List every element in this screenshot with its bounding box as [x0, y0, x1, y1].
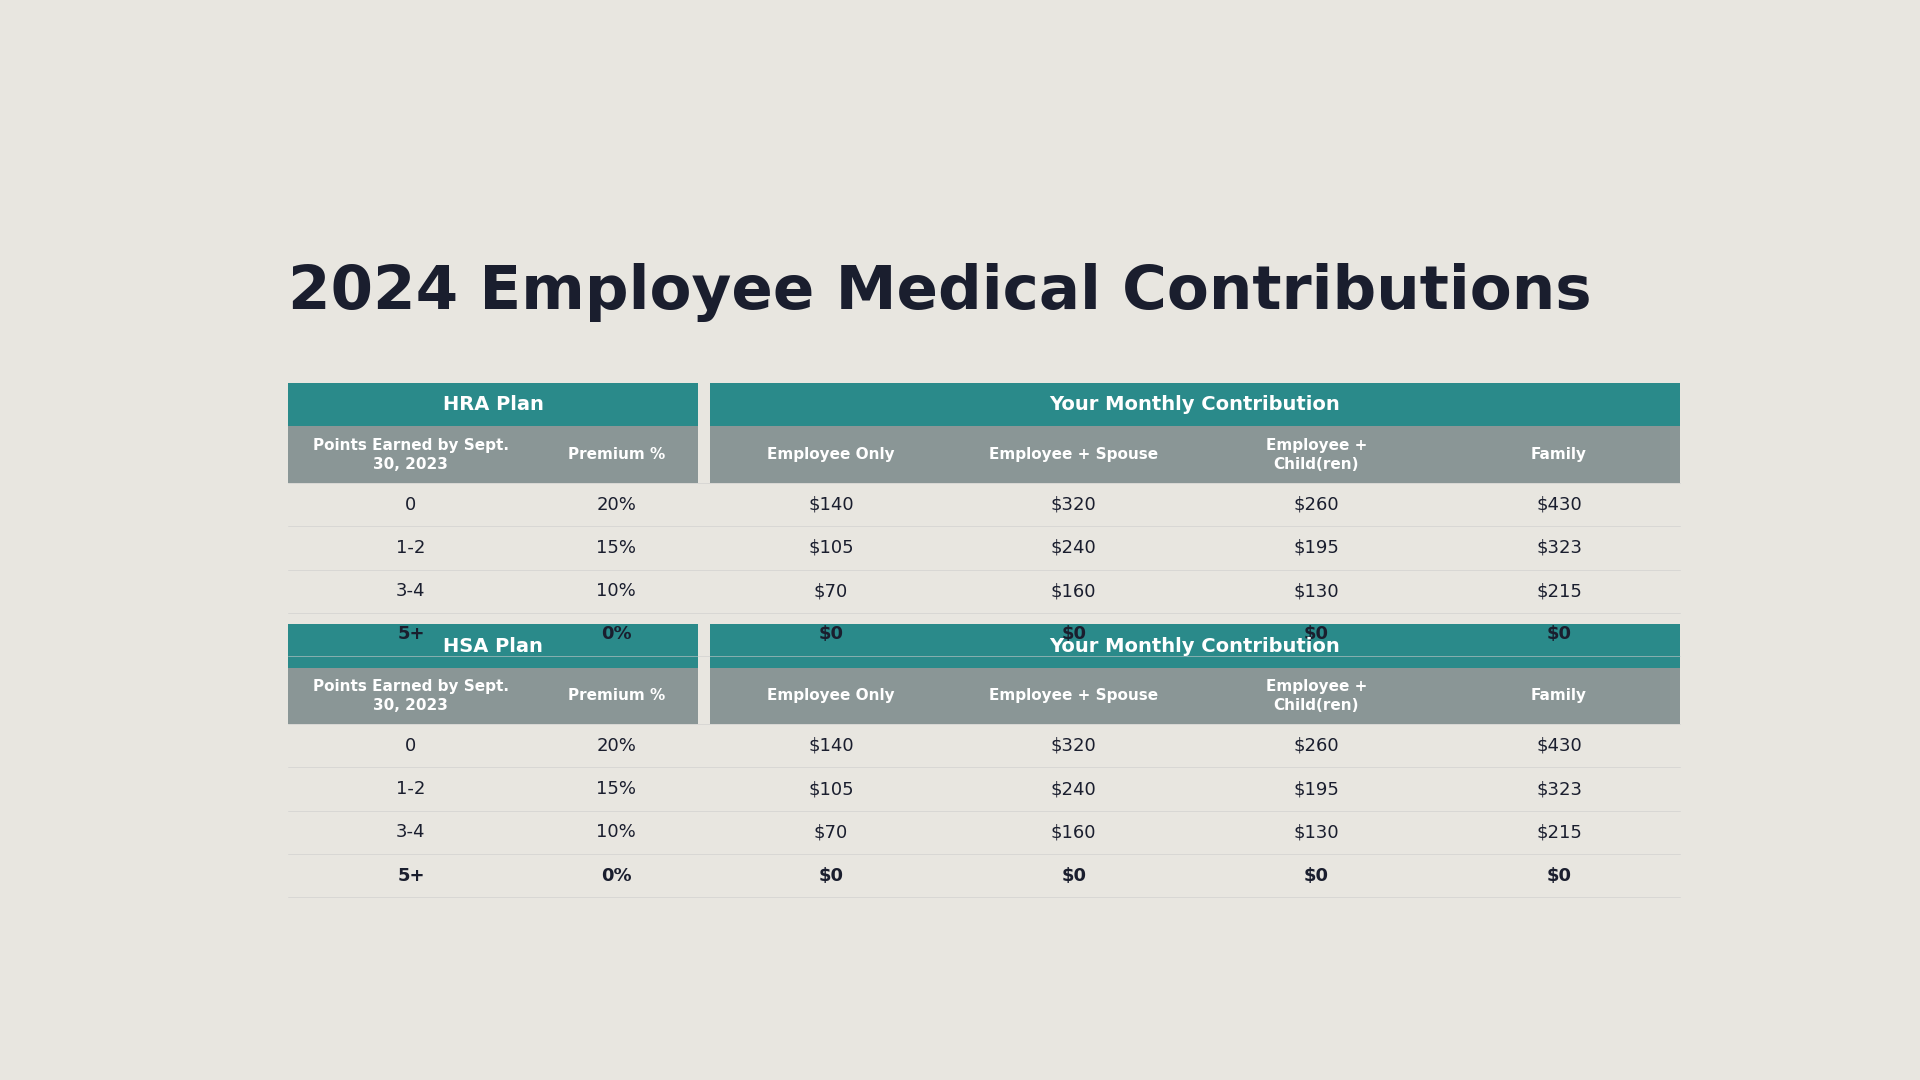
Text: $240: $240	[1050, 539, 1096, 557]
Text: 5+: 5+	[397, 866, 424, 885]
Text: 15%: 15%	[597, 539, 636, 557]
Text: $130: $130	[1294, 823, 1338, 841]
Text: $0: $0	[1062, 866, 1087, 885]
Text: $140: $140	[808, 496, 854, 514]
Bar	[534, 427, 699, 483]
Text: Employee Only: Employee Only	[768, 688, 895, 703]
Bar	[1194, 427, 1438, 483]
Text: 20%: 20%	[597, 737, 636, 755]
Text: Employee +
Child(ren): Employee + Child(ren)	[1265, 679, 1367, 713]
Text: $260: $260	[1294, 496, 1338, 514]
Bar	[534, 667, 699, 725]
Bar	[710, 624, 1680, 667]
Text: HRA Plan: HRA Plan	[444, 395, 543, 415]
Text: $320: $320	[1050, 737, 1096, 755]
Text: 0%: 0%	[601, 625, 632, 644]
Text: $430: $430	[1536, 737, 1582, 755]
Text: 3-4: 3-4	[396, 582, 426, 600]
Bar	[710, 383, 1680, 427]
Bar	[1438, 427, 1680, 483]
Text: Points Earned by Sept.
30, 2023: Points Earned by Sept. 30, 2023	[313, 438, 509, 472]
Text: 10%: 10%	[597, 823, 636, 841]
Bar	[288, 427, 534, 483]
Text: $130: $130	[1294, 582, 1338, 600]
Text: $0: $0	[1062, 625, 1087, 644]
Text: $320: $320	[1050, 496, 1096, 514]
Bar	[288, 624, 699, 667]
Text: $323: $323	[1536, 780, 1582, 798]
Text: $195: $195	[1294, 780, 1340, 798]
Text: 0: 0	[405, 496, 417, 514]
Text: 0%: 0%	[601, 866, 632, 885]
Text: $70: $70	[814, 582, 849, 600]
Text: Your Monthly Contribution: Your Monthly Contribution	[1050, 395, 1340, 415]
Text: 5+: 5+	[397, 625, 424, 644]
Text: $240: $240	[1050, 780, 1096, 798]
Bar	[710, 667, 952, 725]
Text: $0: $0	[1546, 866, 1572, 885]
Bar	[952, 667, 1194, 725]
Text: 1-2: 1-2	[396, 780, 426, 798]
Bar	[288, 383, 699, 427]
Text: Your Monthly Contribution: Your Monthly Contribution	[1050, 636, 1340, 656]
Text: Employee + Spouse: Employee + Spouse	[989, 447, 1158, 462]
Text: $0: $0	[818, 866, 843, 885]
Bar	[1438, 667, 1680, 725]
Text: $105: $105	[808, 539, 854, 557]
Text: 1-2: 1-2	[396, 539, 426, 557]
Text: $215: $215	[1536, 823, 1582, 841]
Text: Points Earned by Sept.
30, 2023: Points Earned by Sept. 30, 2023	[313, 679, 509, 713]
Text: Premium %: Premium %	[568, 447, 664, 462]
Text: Employee Only: Employee Only	[768, 447, 895, 462]
Text: 20%: 20%	[597, 496, 636, 514]
Text: Employee + Spouse: Employee + Spouse	[989, 688, 1158, 703]
Text: Employee +
Child(ren): Employee + Child(ren)	[1265, 438, 1367, 472]
Text: Family: Family	[1530, 688, 1588, 703]
Text: HSA Plan: HSA Plan	[444, 636, 543, 656]
Text: 3-4: 3-4	[396, 823, 426, 841]
Text: 2024 Employee Medical Contributions: 2024 Employee Medical Contributions	[288, 262, 1592, 322]
Text: $195: $195	[1294, 539, 1340, 557]
Text: $215: $215	[1536, 582, 1582, 600]
Text: $105: $105	[808, 780, 854, 798]
Bar	[288, 667, 534, 725]
Text: 10%: 10%	[597, 582, 636, 600]
Text: $260: $260	[1294, 737, 1338, 755]
Bar	[952, 427, 1194, 483]
Text: $70: $70	[814, 823, 849, 841]
Text: $0: $0	[1304, 866, 1329, 885]
Text: 15%: 15%	[597, 780, 636, 798]
Text: $430: $430	[1536, 496, 1582, 514]
Text: $160: $160	[1050, 823, 1096, 841]
Text: 0: 0	[405, 737, 417, 755]
Text: Family: Family	[1530, 447, 1588, 462]
Text: $140: $140	[808, 737, 854, 755]
Bar	[710, 427, 952, 483]
Text: $0: $0	[1546, 625, 1572, 644]
Bar	[1194, 667, 1438, 725]
Text: Premium %: Premium %	[568, 688, 664, 703]
Text: $323: $323	[1536, 539, 1582, 557]
Text: $0: $0	[1304, 625, 1329, 644]
Text: $0: $0	[818, 625, 843, 644]
Text: $160: $160	[1050, 582, 1096, 600]
